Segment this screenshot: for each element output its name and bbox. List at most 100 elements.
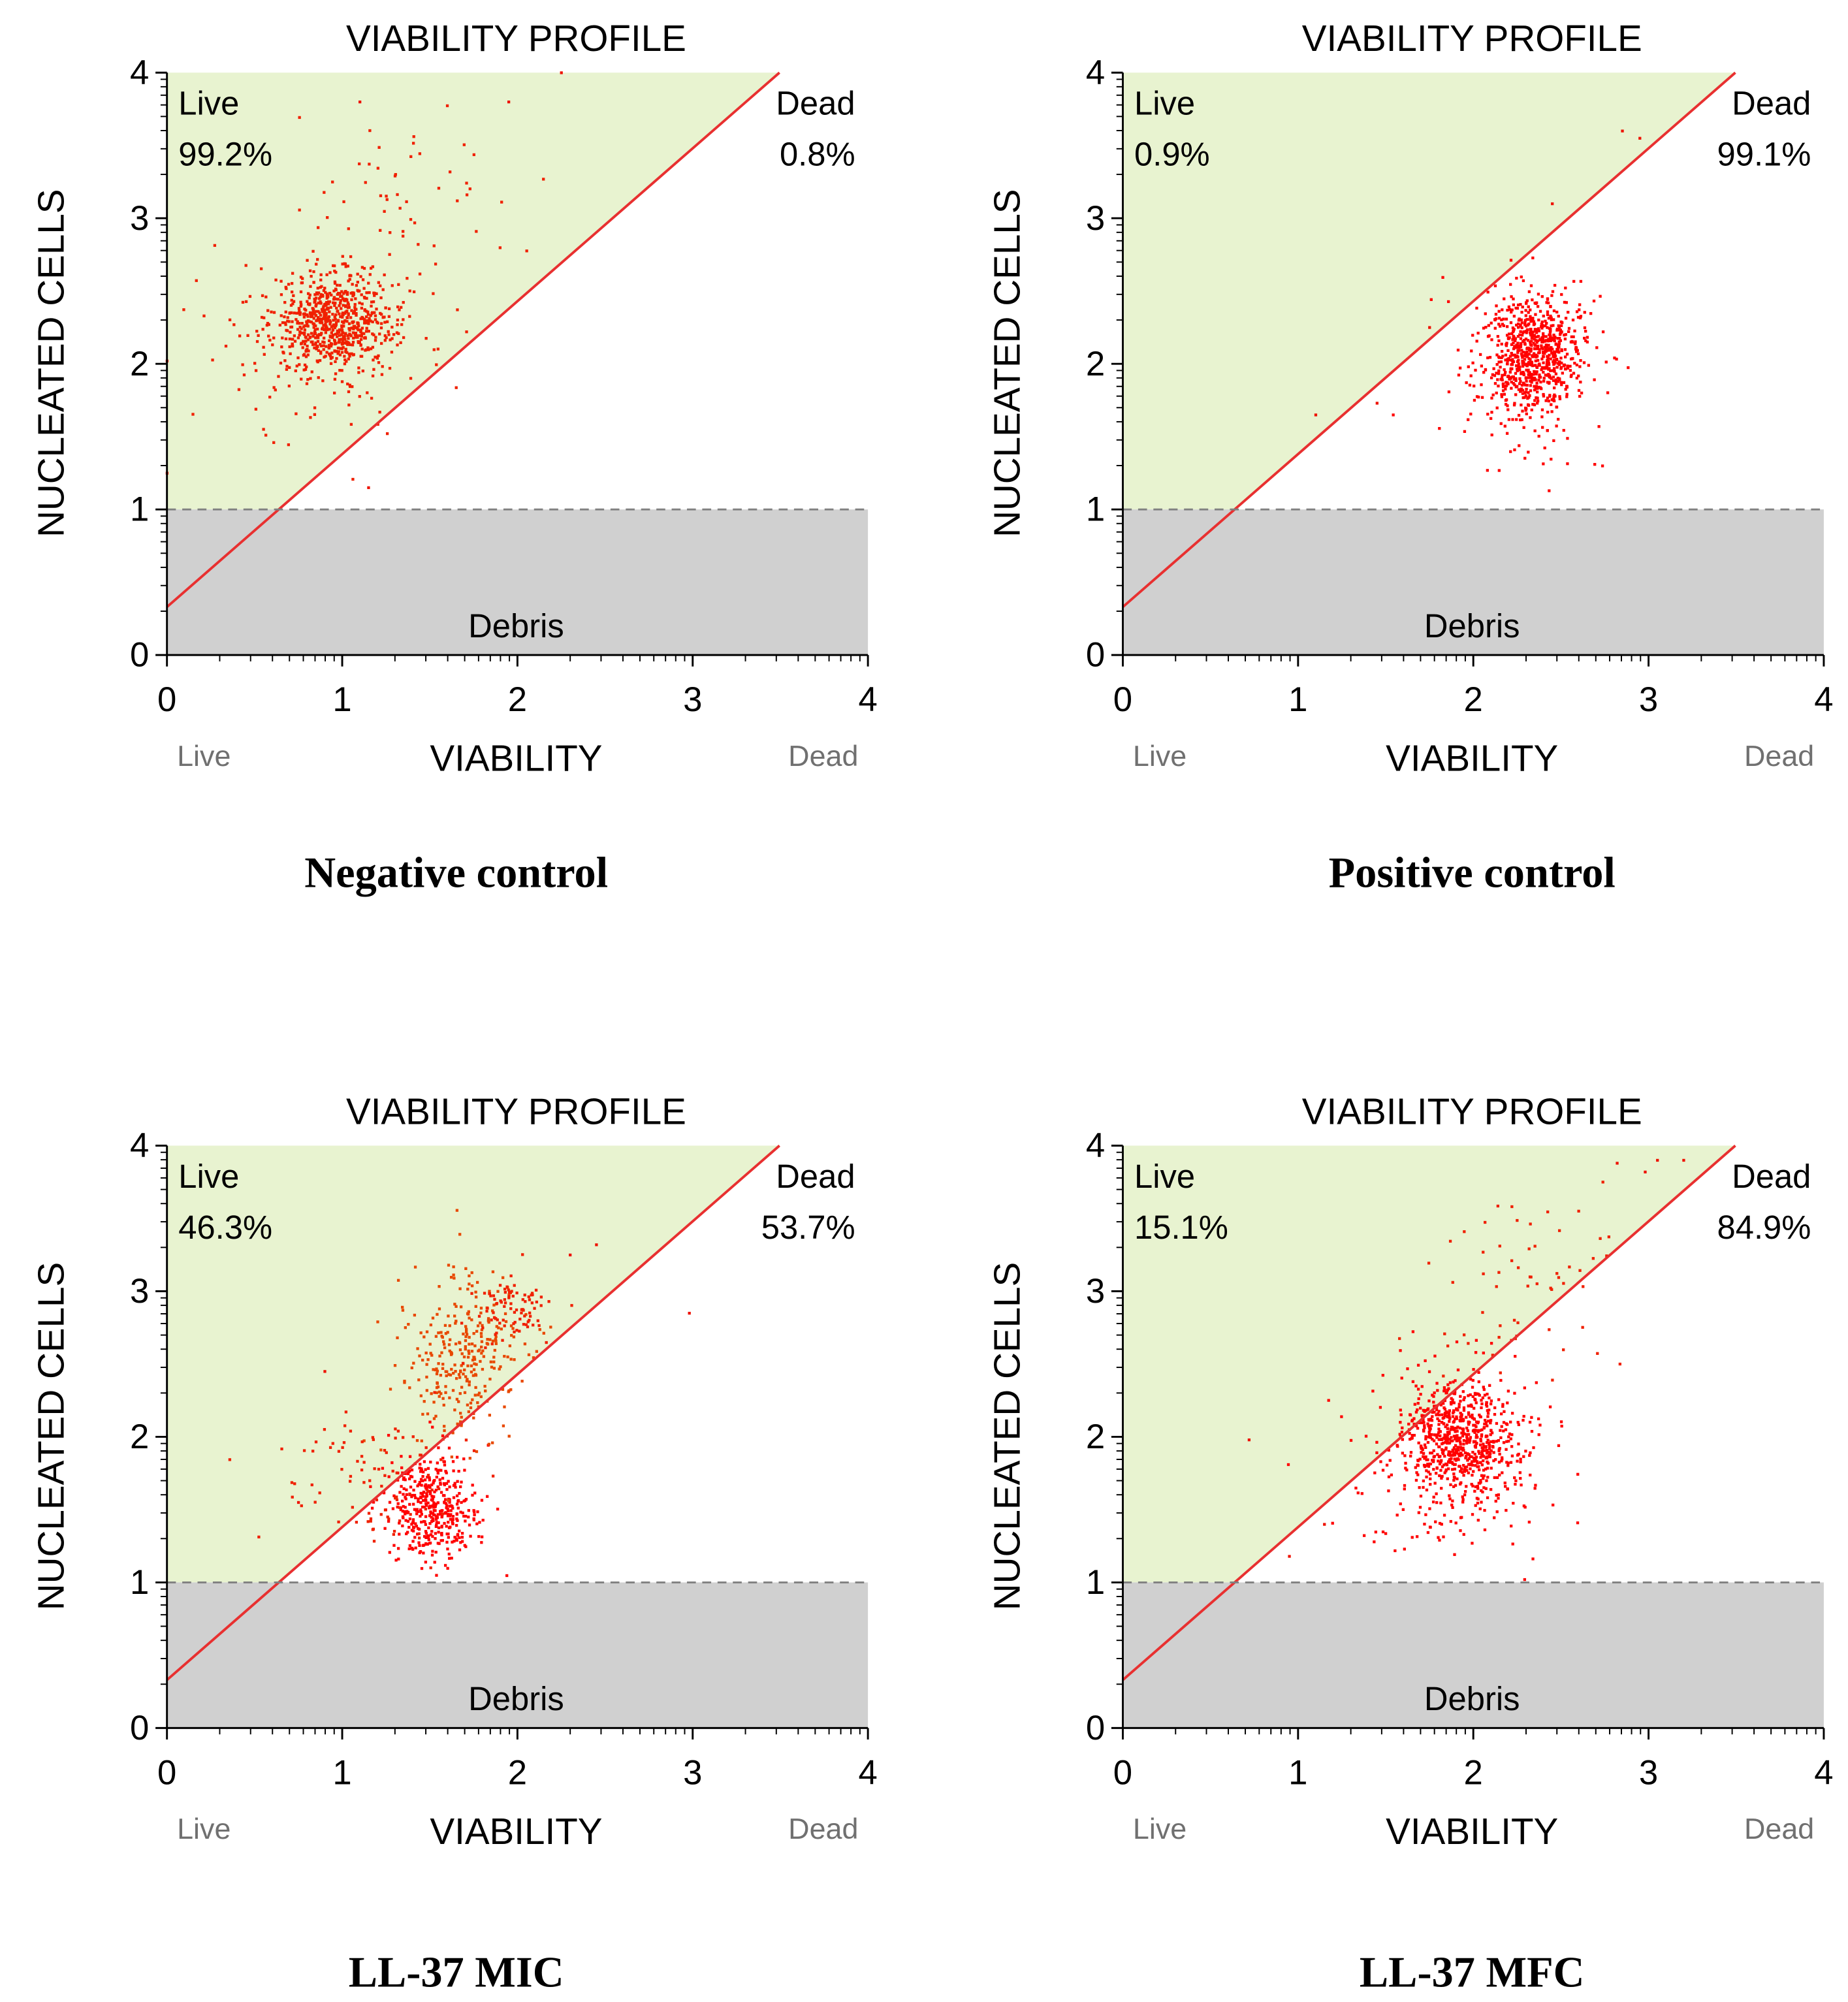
data-point (354, 297, 357, 300)
data-point (1506, 1464, 1510, 1467)
data-point (1531, 376, 1534, 380)
data-point (1437, 1431, 1441, 1435)
data-point (384, 306, 387, 310)
data-point (1471, 334, 1474, 337)
data-point (351, 283, 354, 286)
data-point (1499, 1378, 1503, 1382)
data-point (1523, 321, 1527, 325)
data-point (1468, 1421, 1471, 1424)
data-point (1431, 1459, 1434, 1462)
data-point (1465, 1435, 1469, 1438)
data-point (1436, 1389, 1439, 1392)
data-point (1559, 366, 1563, 369)
data-point (365, 326, 368, 330)
data-point (372, 1540, 376, 1543)
data-point (422, 1460, 426, 1463)
data-point (1443, 1433, 1446, 1437)
data-point (432, 244, 436, 247)
data-point (369, 1517, 373, 1521)
data-point (1557, 1444, 1561, 1448)
data-point (464, 1375, 468, 1378)
data-point (257, 1535, 261, 1538)
data-point (1527, 322, 1531, 326)
data-point (412, 1361, 415, 1365)
data-point (509, 1302, 513, 1305)
data-point (1509, 1437, 1512, 1440)
data-point (338, 301, 342, 305)
data-point (482, 1355, 486, 1358)
data-point (1547, 301, 1550, 305)
data-point (454, 1305, 458, 1308)
y-tick-label: 0 (130, 1709, 149, 1747)
data-point (1531, 298, 1534, 302)
data-point (1510, 308, 1514, 311)
data-point (443, 1494, 446, 1497)
data-point (385, 1451, 388, 1454)
data-point (336, 335, 339, 338)
data-point (1427, 1470, 1430, 1474)
data-point (1437, 1410, 1441, 1413)
data-point (1510, 310, 1513, 314)
data-point (417, 1378, 421, 1382)
x-axis-live-label: Live (177, 739, 231, 772)
data-point (1545, 361, 1549, 364)
data-point (1568, 1265, 1571, 1269)
data-point (313, 332, 317, 335)
data-point (346, 334, 349, 338)
data-point (300, 327, 303, 330)
data-point (1420, 1447, 1423, 1450)
data-point (595, 1243, 598, 1247)
data-point (331, 1442, 334, 1445)
data-point (1621, 129, 1624, 133)
data-point (1501, 355, 1505, 358)
data-point (413, 1493, 417, 1497)
data-point (454, 1322, 457, 1325)
data-point (1462, 1408, 1466, 1412)
data-point (1482, 1388, 1486, 1391)
data-point (426, 1412, 430, 1416)
data-point (458, 1348, 462, 1352)
data-point (368, 163, 371, 166)
x-tick-label: 4 (858, 680, 877, 719)
data-point (1499, 1412, 1503, 1416)
data-point (1542, 462, 1545, 466)
data-point (430, 1392, 433, 1395)
data-point (420, 1484, 423, 1487)
data-point (419, 1508, 422, 1512)
data-point (1462, 1333, 1466, 1337)
data-point (293, 340, 297, 343)
data-point (296, 311, 300, 315)
data-point (1426, 1440, 1430, 1444)
data-point (1527, 1247, 1531, 1250)
data-point (383, 1448, 387, 1452)
data-point (523, 1294, 526, 1297)
data-point (1486, 1455, 1490, 1459)
data-point (379, 1448, 383, 1452)
data-point (1491, 373, 1495, 376)
data-point (1559, 331, 1563, 334)
data-point (452, 1273, 455, 1277)
data-point (351, 321, 355, 325)
data-point (1552, 338, 1555, 341)
data-point (1490, 1467, 1493, 1470)
data-point (1566, 462, 1569, 466)
data-point (1559, 357, 1563, 360)
data-point (413, 1313, 417, 1317)
data-point (1536, 344, 1540, 348)
data-point (1474, 368, 1477, 372)
data-point (1510, 387, 1513, 390)
chart-title: VIABILITY PROFILE (1302, 18, 1642, 59)
data-point (340, 351, 344, 354)
data-point (1452, 1478, 1456, 1482)
data-point (465, 182, 468, 185)
data-point (1551, 202, 1554, 206)
data-point (1414, 1410, 1418, 1414)
data-point (1388, 1459, 1392, 1462)
data-point (335, 306, 338, 310)
data-point (1533, 385, 1536, 388)
data-point (412, 290, 416, 294)
data-point (503, 1312, 507, 1316)
data-point (1547, 343, 1550, 347)
data-point (1446, 300, 1450, 304)
data-point (1538, 386, 1542, 389)
